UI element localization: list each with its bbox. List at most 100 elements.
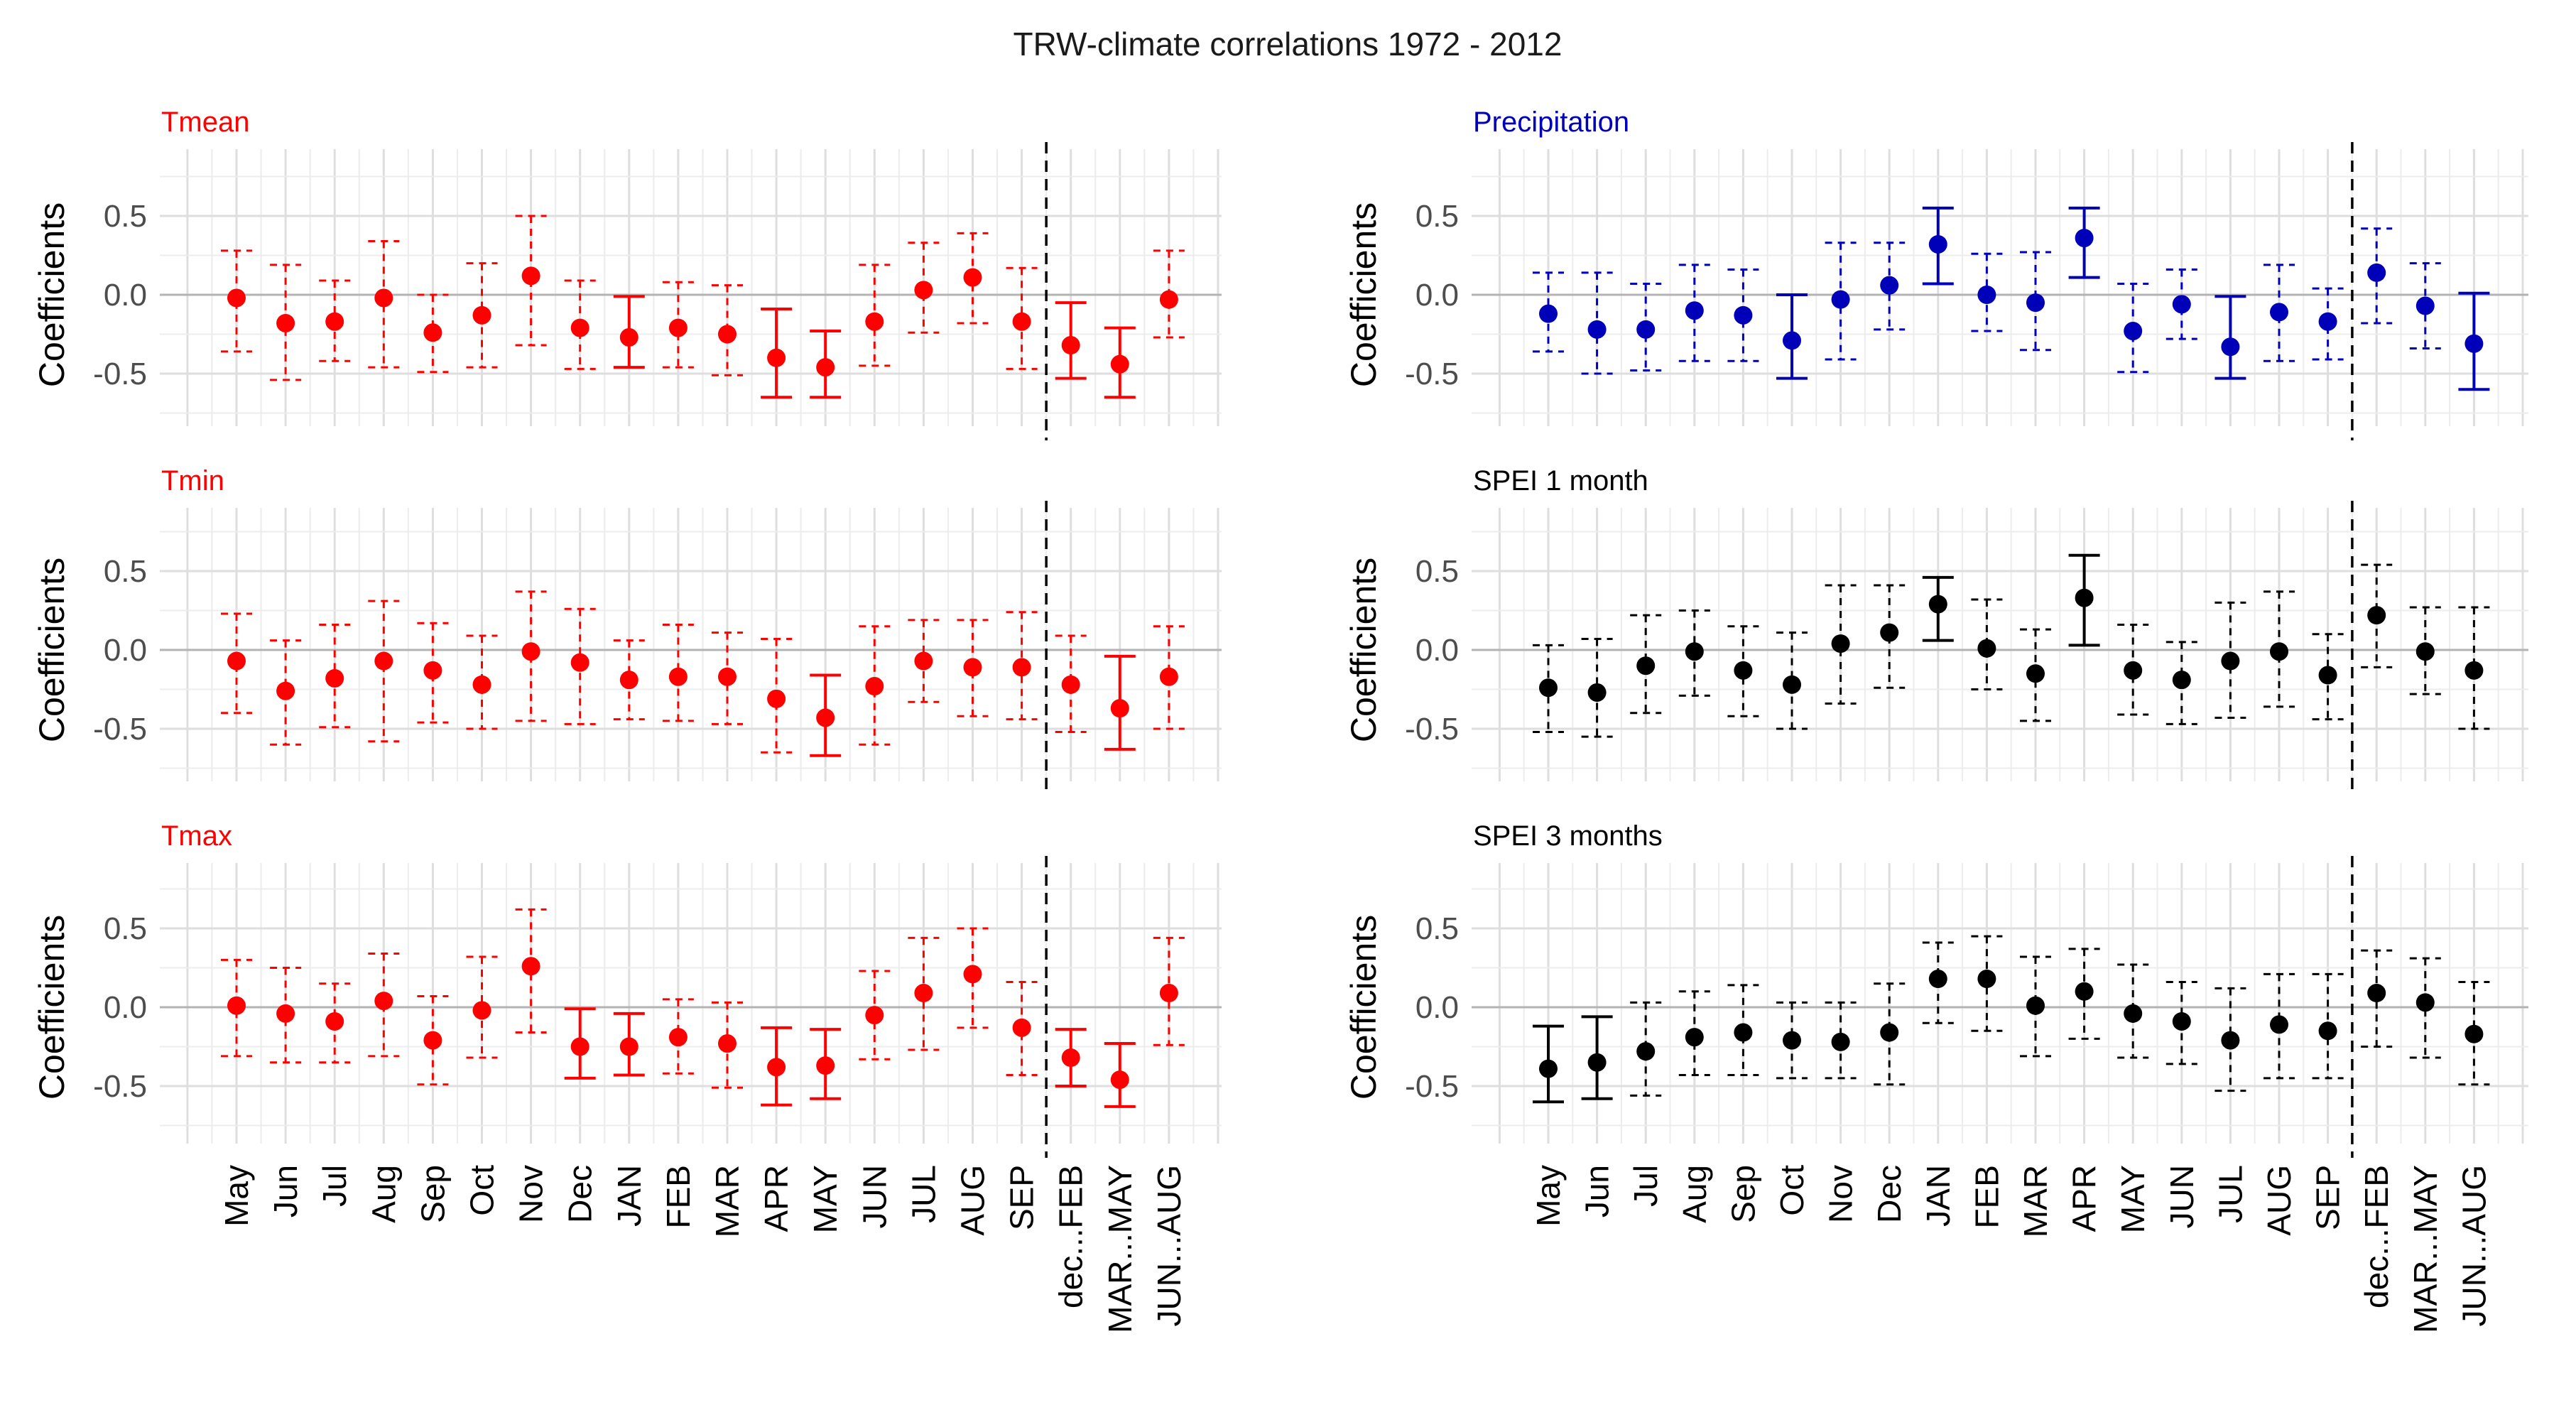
data-point (570, 653, 589, 672)
x-tick-label: Aug (1676, 1165, 1713, 1223)
x-tick-label: Jun (267, 1165, 304, 1217)
panel-tmean: Tmean Coefficients 0.5 0.0 -0.5 (32, 107, 1222, 440)
data-point (767, 348, 786, 367)
data-point (2124, 661, 2143, 680)
x-tick-label: Jul (316, 1165, 353, 1207)
x-tick-label: JAN (611, 1165, 648, 1227)
x-tick-label: AUG (2261, 1165, 2298, 1236)
data-point (521, 266, 540, 286)
data-point (423, 661, 442, 680)
data-point (423, 1031, 442, 1050)
x-tick-label: MAY (2114, 1165, 2151, 1233)
data-point (865, 312, 884, 331)
data-point (1831, 1032, 1850, 1051)
x-tick-label: JUN...AUG (2455, 1165, 2492, 1326)
data-point (276, 1004, 295, 1023)
x-tick-label: MAR (2017, 1165, 2054, 1237)
data-point (963, 268, 982, 287)
data-point (521, 957, 540, 976)
data-point (227, 651, 246, 671)
data-point (718, 1034, 737, 1053)
x-tick-label: Nov (1822, 1165, 1859, 1223)
data-point (1587, 1053, 1607, 1072)
data-point (521, 642, 540, 661)
x-tick-label: dec...FEB (2358, 1165, 2395, 1308)
data-point (619, 671, 638, 690)
y-tick-label: 0.5 (1415, 911, 1459, 946)
data-point (2270, 1015, 2288, 1034)
data-point (1159, 667, 1178, 686)
x-tick-label: APR (2066, 1165, 2103, 1232)
data-point (668, 318, 688, 337)
data-point (472, 675, 491, 694)
data-point (1734, 661, 1753, 680)
data-point (2075, 229, 2094, 248)
data-point (325, 312, 344, 331)
data-point (1977, 639, 1996, 658)
data-point (2367, 606, 2386, 625)
data-point (2270, 303, 2288, 322)
data-point (1831, 290, 1850, 309)
x-tick-label: JUN (2163, 1165, 2200, 1228)
y-tick-label: 0.5 (104, 554, 147, 589)
data-point (1159, 984, 1178, 1003)
x-tick-label: Oct (464, 1165, 501, 1216)
y-axis-label: Coefficients (32, 558, 72, 742)
data-point (816, 358, 835, 377)
x-tick-label: Nov (513, 1165, 550, 1223)
data-point (1012, 1018, 1031, 1037)
panel-tmin: Tmin Coefficients 0.5 0.0 -0.5 (32, 465, 1222, 796)
x-tick-label: Jun (1579, 1165, 1616, 1217)
data-point (570, 1037, 589, 1056)
data-point (2172, 295, 2191, 314)
y-axis-label: Coefficients (1344, 915, 1384, 1100)
data-point (1159, 290, 1178, 309)
data-point (325, 1011, 344, 1031)
panel-spei-1-month: SPEI 1 month Coefficients 0.5 0.0 -0.5 (1344, 465, 2528, 796)
data-point (2221, 1031, 2240, 1050)
y-tick-label: -0.5 (93, 1069, 147, 1104)
data-point (1110, 354, 1129, 374)
data-point (2464, 334, 2484, 353)
data-point (718, 667, 737, 686)
data-point (2172, 671, 2191, 690)
data-point (767, 1058, 786, 1077)
panel-title: Tmean (161, 107, 250, 138)
x-tick-label: MAR (709, 1165, 746, 1237)
panel-title: SPEI 1 month (1473, 465, 1648, 497)
data-point (1539, 1059, 1558, 1078)
x-tick-label: MAR...MAY (2407, 1165, 2444, 1333)
data-point (227, 996, 246, 1015)
data-point (1977, 286, 1996, 304)
data-point (1734, 305, 1753, 325)
x-tick-label: JUL (2212, 1165, 2249, 1223)
y-tick-label: 0.0 (104, 278, 147, 313)
data-point (816, 1056, 835, 1075)
x-tick-label: Sep (1724, 1165, 1761, 1223)
data-point (2318, 1021, 2337, 1041)
y-axis-label: Coefficients (1344, 202, 1384, 387)
data-point (325, 668, 344, 688)
data-point (865, 677, 884, 696)
data-point (1636, 1042, 1656, 1061)
data-point (1880, 623, 1899, 642)
y-tick-label: 0.0 (104, 990, 147, 1025)
data-point (1783, 331, 1801, 350)
panel-title: Precipitation (1473, 107, 1629, 138)
data-point (914, 984, 933, 1003)
data-point (2415, 642, 2435, 661)
data-point (1110, 699, 1129, 718)
data-point (2026, 664, 2045, 683)
data-point (1880, 1023, 1899, 1042)
x-tick-label: dec...FEB (1053, 1165, 1089, 1308)
y-tick-label: -0.5 (1405, 712, 1459, 747)
data-point (276, 313, 295, 332)
y-tick-label: 0.0 (1415, 633, 1459, 668)
data-point (2270, 642, 2288, 661)
y-axis-label: Coefficients (32, 202, 72, 387)
data-point (1587, 320, 1607, 339)
data-point (1685, 642, 1704, 661)
data-point (2318, 312, 2337, 331)
data-point (374, 651, 393, 671)
